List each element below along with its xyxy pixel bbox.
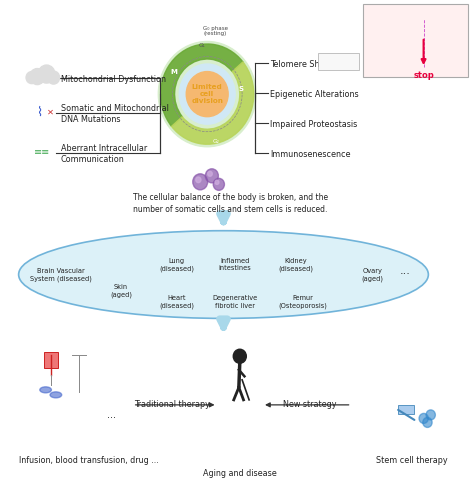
Text: Limited
cell
division: Limited cell division [191, 84, 223, 104]
Text: The cellular balance of the body is broken, and the
number of somatic cells and : The cellular balance of the body is brok… [133, 193, 328, 214]
Text: Brain Vascular
System (diseased): Brain Vascular System (diseased) [29, 268, 91, 282]
Text: Aberrant Intracellular
Communication: Aberrant Intracellular Communication [61, 144, 147, 164]
Circle shape [233, 349, 246, 363]
Text: ✕: ✕ [47, 108, 54, 116]
Text: ...: ... [107, 410, 116, 420]
Wedge shape [161, 44, 243, 127]
FancyBboxPatch shape [44, 352, 58, 368]
Text: S: S [238, 86, 243, 92]
Text: Ovary
(aged): Ovary (aged) [362, 268, 383, 282]
Text: Immunosenescence: Immunosenescence [270, 150, 351, 159]
Text: Degenerative
fibrotic liver: Degenerative fibrotic liver [212, 295, 258, 309]
Text: ✕: ✕ [373, 27, 379, 33]
Circle shape [186, 72, 228, 116]
Wedge shape [172, 62, 254, 144]
Circle shape [38, 65, 55, 83]
Text: stop: stop [413, 71, 434, 80]
Circle shape [423, 417, 432, 427]
Text: Stem cell therapy: Stem cell therapy [376, 456, 448, 465]
Text: Epigenetic Alterations: Epigenetic Alterations [270, 90, 359, 99]
Circle shape [419, 413, 428, 423]
Circle shape [426, 410, 435, 420]
Text: ...: ... [400, 266, 410, 276]
Circle shape [205, 169, 219, 183]
Circle shape [208, 171, 212, 176]
Text: Somatic and Mitochondrial
DNA Mutations: Somatic and Mitochondrial DNA Mutations [61, 104, 168, 124]
Circle shape [158, 41, 256, 147]
Circle shape [26, 72, 37, 84]
Text: ⌇: ⌇ [36, 106, 43, 118]
Text: Femur
(Osteoporosis): Femur (Osteoporosis) [278, 295, 327, 309]
FancyBboxPatch shape [398, 405, 414, 414]
Circle shape [47, 71, 60, 84]
Text: Traditional therapy: Traditional therapy [134, 400, 210, 409]
Text: Impaired Proteostasis: Impaired Proteostasis [270, 119, 357, 129]
Circle shape [193, 174, 208, 190]
Text: Infusion, blood transfusion, drug ...: Infusion, blood transfusion, drug ... [18, 456, 158, 465]
Text: Lung
(diseased): Lung (diseased) [159, 258, 194, 272]
Circle shape [213, 178, 224, 191]
Text: Telomere length: Telomere length [387, 12, 444, 17]
Ellipse shape [50, 392, 62, 398]
FancyBboxPatch shape [318, 53, 359, 70]
Text: G₂: G₂ [212, 139, 219, 144]
Text: New strategy: New strategy [283, 400, 337, 409]
Ellipse shape [18, 231, 428, 319]
Ellipse shape [40, 387, 52, 393]
FancyBboxPatch shape [363, 4, 468, 77]
Circle shape [179, 64, 235, 124]
Text: ✕: ✕ [373, 47, 379, 53]
Text: Telomere Shortening: Telomere Shortening [270, 59, 354, 69]
Circle shape [196, 177, 201, 182]
Text: ≡≡: ≡≡ [34, 147, 50, 157]
Text: Mitochondrial Dysfunction: Mitochondrial Dysfunction [61, 75, 165, 84]
Text: G₁: G₁ [199, 43, 206, 48]
Text: Kidney
(diseased): Kidney (diseased) [278, 258, 313, 272]
Text: Heart
(diseased): Heart (diseased) [159, 295, 194, 309]
Circle shape [30, 69, 45, 85]
Text: Aging and disease: Aging and disease [203, 469, 277, 478]
Text: G₀ phase
(resting): G₀ phase (resting) [203, 26, 228, 36]
Circle shape [215, 180, 219, 184]
Text: Skin
(aged): Skin (aged) [110, 284, 132, 298]
Text: M: M [170, 69, 177, 75]
Text: Inflamed
intestines: Inflamed intestines [219, 258, 252, 271]
